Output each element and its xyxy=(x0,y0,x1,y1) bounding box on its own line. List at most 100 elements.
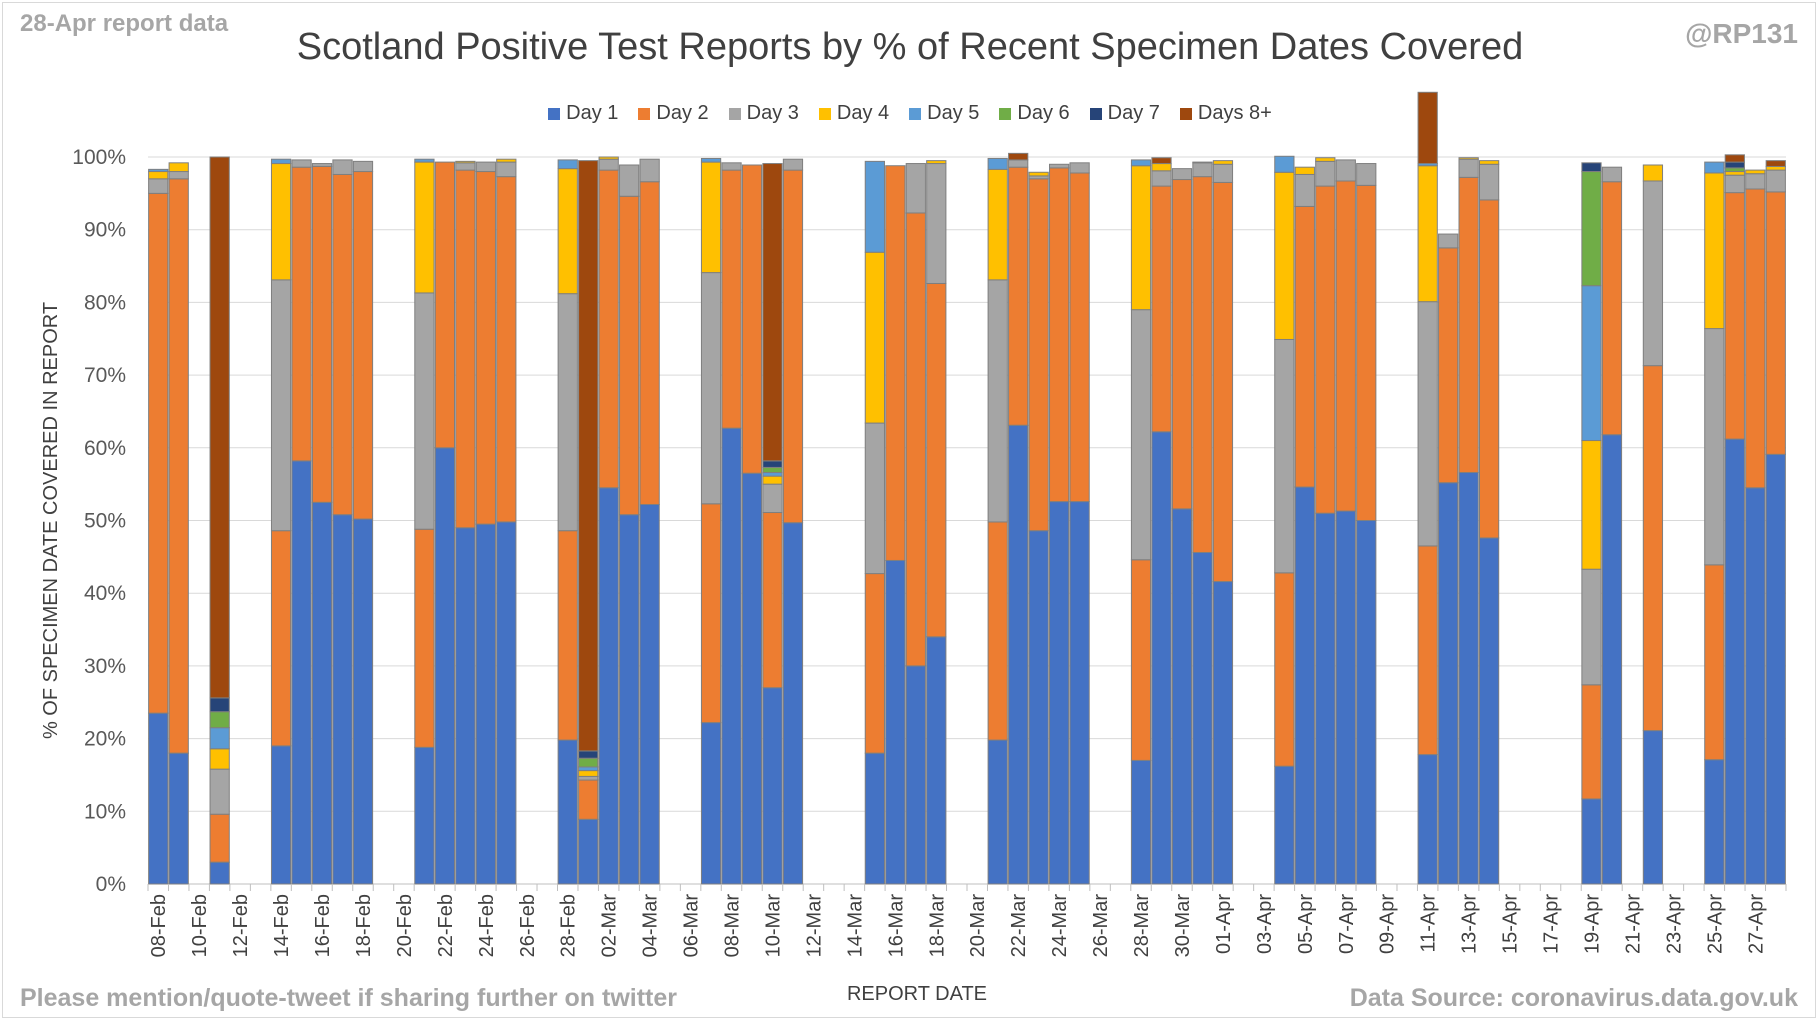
bar-segment xyxy=(987,521,1008,741)
bar-segment xyxy=(496,158,517,163)
bar-segment xyxy=(1151,163,1172,172)
x-tick-label: 03-Apr xyxy=(1254,894,1276,954)
bar-segment xyxy=(1274,155,1295,173)
bar-segment xyxy=(270,279,292,532)
bar-segment xyxy=(311,163,333,167)
bar-segment xyxy=(1315,160,1336,187)
x-tick-label: 28-Mar xyxy=(1131,894,1153,958)
bar-segment xyxy=(475,171,496,525)
bar-segment xyxy=(762,687,783,885)
bar-segment xyxy=(1581,568,1602,686)
bar-segment xyxy=(1212,163,1234,183)
bar-segment xyxy=(1151,170,1172,187)
bar-segment xyxy=(1049,501,1070,885)
bar-segment xyxy=(700,272,722,505)
bar-segment xyxy=(885,165,906,561)
legend-swatch xyxy=(818,107,831,120)
x-tick-label: 24-Mar xyxy=(1049,894,1071,958)
bar-segment xyxy=(578,775,599,781)
x-tick-label: 22-Mar xyxy=(1008,894,1030,958)
bar-segment xyxy=(168,178,189,754)
bar-segment xyxy=(332,159,353,175)
bar-segment xyxy=(1704,759,1725,885)
bar-segment xyxy=(291,166,312,462)
bar-segment xyxy=(209,768,230,815)
bar-segment xyxy=(209,711,230,729)
bar-segment xyxy=(1171,179,1193,510)
bar-segment xyxy=(700,157,722,163)
bar-segment xyxy=(1171,168,1193,181)
bar-segment xyxy=(557,159,578,170)
bar-segment xyxy=(1642,365,1664,732)
bar-segment xyxy=(1008,152,1029,161)
bar-segment xyxy=(987,279,1008,523)
bar-segment xyxy=(496,176,517,523)
bar-segment xyxy=(598,169,619,489)
bar-segment xyxy=(311,165,333,503)
bar-segment xyxy=(148,171,169,180)
x-tick-label: 11-Apr xyxy=(1418,894,1440,953)
bar-segment xyxy=(1765,160,1786,167)
bar-segment xyxy=(905,163,926,214)
bar-segment xyxy=(496,161,517,178)
bar-segment xyxy=(1478,199,1500,539)
bar-segment xyxy=(1151,185,1172,433)
bar-segment xyxy=(455,169,476,529)
bar-segment xyxy=(1601,166,1623,183)
y-tick-label: 20% xyxy=(84,728,126,751)
y-tick-label: 100% xyxy=(72,146,126,169)
bar-segment xyxy=(1008,424,1029,885)
legend-item: Day 4 xyxy=(818,102,889,125)
bar-segment xyxy=(700,161,722,274)
legend-label: Day 1 xyxy=(566,102,619,124)
bar-segment xyxy=(455,527,476,885)
bar-segment xyxy=(1008,159,1029,168)
bar-segment xyxy=(619,514,640,885)
bar-segment xyxy=(926,160,947,165)
bar-segment xyxy=(1315,157,1336,162)
bar-segment xyxy=(1049,167,1070,503)
bar-segment xyxy=(1458,472,1479,885)
x-tick-label: 20-Mar xyxy=(967,894,989,958)
author-handle: @RP131 xyxy=(1685,18,1798,49)
bar-segment xyxy=(1724,171,1745,176)
bar-segment xyxy=(1581,162,1602,173)
bar-segment xyxy=(762,466,783,474)
bar-segment xyxy=(1438,233,1459,249)
bar-segment xyxy=(1130,559,1152,761)
y-tick-label: 70% xyxy=(84,364,126,387)
bar-segment xyxy=(926,163,947,284)
bar-segment xyxy=(332,514,353,885)
legend-swatch xyxy=(1089,107,1102,120)
bar-segment xyxy=(639,504,660,885)
bar-segment xyxy=(1192,161,1213,164)
bar-segment xyxy=(332,173,353,516)
footer-note: Please mention/quote-tweet if sharing fu… xyxy=(20,984,678,1012)
bar-segment xyxy=(1642,164,1664,182)
bar-segment xyxy=(291,159,312,168)
bar-segment xyxy=(578,160,599,752)
bar-segment xyxy=(741,472,763,885)
bar-segment xyxy=(1151,431,1172,885)
legend-swatch xyxy=(999,107,1012,120)
bar-segment xyxy=(1335,510,1356,885)
bar-segment xyxy=(270,530,292,747)
bar-segment xyxy=(1765,165,1786,171)
bar-segment xyxy=(578,818,599,885)
bar-segment xyxy=(1417,165,1438,303)
bar-segment xyxy=(1704,172,1725,330)
bar-segment xyxy=(1724,438,1745,885)
bar-segment xyxy=(1192,551,1213,885)
bar-segment xyxy=(1581,171,1602,287)
y-tick-label: 10% xyxy=(84,800,126,823)
bar-segment xyxy=(1642,730,1664,885)
bar-segment xyxy=(1478,160,1500,165)
bar-segment xyxy=(1745,173,1766,190)
bar-segment xyxy=(1601,434,1623,885)
bar-segment xyxy=(270,158,292,165)
bar-segment xyxy=(1049,163,1070,169)
bar-segment xyxy=(1212,181,1234,583)
legend-item: Day 7 xyxy=(1089,102,1160,125)
x-tick-label: 07-Apr xyxy=(1336,894,1358,954)
